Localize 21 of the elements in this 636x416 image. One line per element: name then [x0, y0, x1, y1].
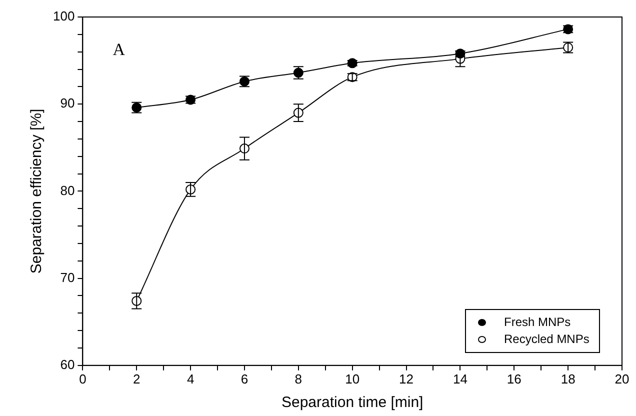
legend-label: Recycled MNPs: [504, 331, 590, 348]
x-tick-label: 20: [614, 371, 630, 386]
y-tick-label: 70: [60, 270, 75, 285]
x-tick-label: 2: [133, 371, 140, 386]
y-tick-label: 60: [60, 356, 75, 372]
legend-label: Fresh MNPs: [504, 314, 571, 332]
x-tick-label: 12: [399, 371, 414, 386]
x-tick-label: 6: [240, 371, 248, 386]
x-tick-label: 10: [345, 371, 360, 386]
y-tick-label: 80: [60, 182, 75, 198]
x-tick-label: 18: [560, 371, 576, 386]
y-tick-label: 90: [60, 96, 75, 111]
x-tick-label: 8: [294, 371, 302, 386]
x-tick-label: 14: [452, 371, 468, 386]
x-axis-title: Separation time [min]: [281, 394, 424, 412]
x-tick-label: 0: [79, 371, 86, 386]
y-tick-label: 100: [52, 8, 75, 24]
y-axis-title: Separation efficiency [%]: [28, 108, 46, 274]
x-tick-label: 4: [186, 371, 194, 386]
annotation: A: [112, 40, 126, 59]
x-tick-label: 16: [506, 371, 522, 386]
